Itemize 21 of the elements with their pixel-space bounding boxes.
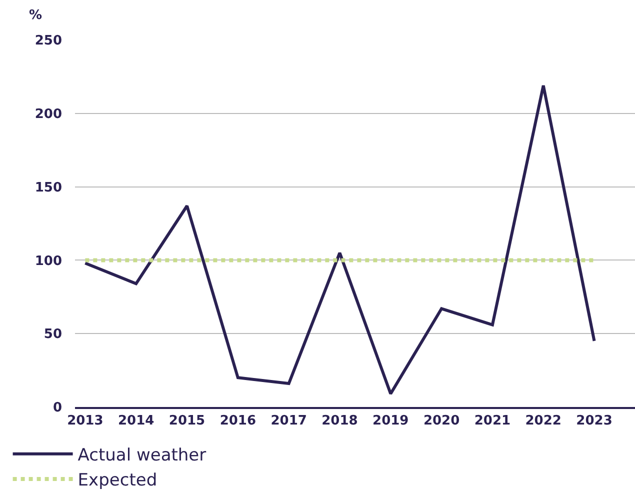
x-tick-label: 2014 (118, 414, 154, 429)
y-tick-label: 150 (34, 180, 62, 196)
y-tick-label: 200 (34, 106, 62, 122)
line-series (84, 84, 596, 396)
y-tick-label: 50 (44, 327, 62, 342)
x-tick-label: 2013 (67, 414, 104, 429)
x-tick-label: 2022 (525, 414, 562, 429)
x-tick-label: 2015 (168, 414, 206, 429)
x-tick-label: 2017 (270, 414, 307, 429)
x-tick-label: 2021 (474, 414, 511, 429)
x-tick-label: 2020 (423, 414, 460, 429)
y-tick-label: 250 (34, 34, 62, 49)
x-tick-label: 2023 (576, 414, 612, 429)
y-axis-title: % (29, 8, 42, 23)
legend-label: Expected (78, 470, 158, 491)
x-tick-label: 2016 (220, 414, 256, 429)
x-tick-label: 2018 (322, 414, 358, 429)
y-tick-label: 100 (34, 254, 62, 269)
x-tick-label: 2019 (372, 414, 409, 429)
legend-label: Actual weather (78, 446, 206, 466)
y-tick-label: 0 (52, 400, 62, 416)
